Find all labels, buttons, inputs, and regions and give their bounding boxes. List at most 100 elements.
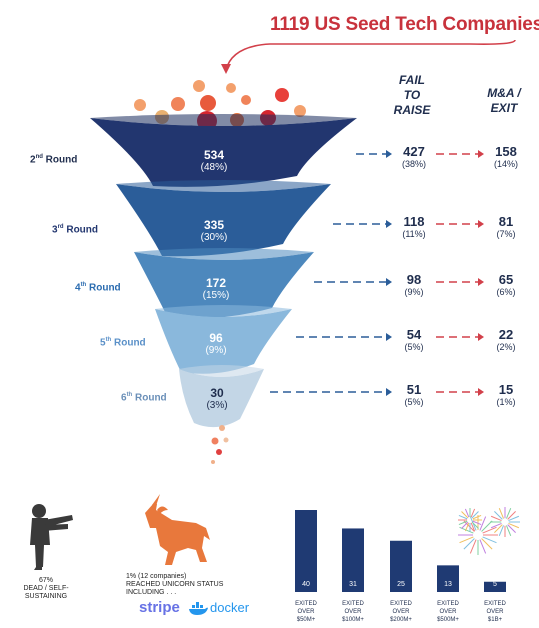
exit-bar-label: EXITED OVER $200M+ [383, 600, 419, 624]
exit-bar [342, 528, 364, 592]
firework-ray [464, 508, 470, 518]
exit-value: 81 (7%) [486, 214, 526, 239]
exit-header-line: EXIT [490, 101, 518, 115]
funnel-tier-rim [90, 114, 357, 126]
docker-wordmark: docker [210, 600, 250, 615]
funnel-tier [155, 309, 292, 374]
exit-bar-label-line: OVER [486, 609, 504, 615]
fail-count: 98 [406, 272, 422, 287]
funnel-count: 534 [203, 148, 225, 162]
firework-ray [458, 520, 468, 526]
unicorn-line: 1% (12 companies) [126, 573, 187, 580]
fail-count: 51 [406, 382, 422, 397]
fail-count: 54 [406, 327, 422, 342]
curved-arrow-icon [225, 39, 516, 71]
firework-ray [505, 525, 512, 537]
exit-value: 65 (6%) [486, 272, 526, 297]
exit-bar [295, 510, 317, 592]
round-word: Round [132, 392, 167, 404]
exit-bar-label: EXITED OVER $1B+ [477, 600, 513, 624]
funnel-percent: (30%) [200, 232, 228, 243]
exit-bar-label-line: $50M+ [296, 617, 316, 623]
round-ordinal: 5 [100, 337, 106, 349]
exit-bar-label-line: EXITED [390, 601, 412, 607]
curved-arrow-head [221, 64, 231, 74]
round-ordinal: 6 [121, 392, 127, 404]
exit-header-line: M&A / [487, 86, 521, 100]
fireworks-icon [458, 507, 520, 555]
firework-ray [471, 521, 479, 529]
dead-caption: 67% DEAD / SELF-SUSTAINING [8, 577, 84, 601]
firework-ray [458, 514, 468, 520]
flow-arrows [270, 150, 484, 396]
round-word: Round [111, 337, 146, 349]
exit-count: 15 [498, 382, 514, 397]
exit-bar-label-line: $1B+ [487, 617, 503, 623]
funnel-value: 30 (3%) [187, 386, 247, 411]
funnel-count: 172 [205, 276, 227, 290]
exit-value: 15 (1%) [486, 382, 526, 407]
firework-ray [479, 516, 487, 531]
funnel-value: 96 (9%) [186, 331, 246, 356]
unicorn-caption: 1% (12 companies) REACHED UNICORN STATUS… [126, 573, 236, 597]
funnel-tier [116, 184, 331, 257]
exit-bar [437, 565, 459, 592]
round-suffix: th [126, 392, 133, 398]
funnel-tier-rim [179, 365, 264, 377]
exit-bar-label-line: EXITED [295, 601, 317, 607]
fail-percent: (11%) [402, 229, 426, 239]
funnel-count: 96 [209, 331, 223, 345]
round-word: Round [42, 154, 78, 166]
fail-arrow-head [386, 333, 392, 341]
exit-value: 22 (2%) [486, 327, 526, 352]
firework-ray [470, 522, 476, 532]
exit-bar-label: EXITED OVER $50M+ [288, 600, 324, 624]
exit-bar-label: EXITED OVER $100M+ [335, 600, 371, 624]
firework-ray [470, 508, 476, 518]
exit-bar-label-line: OVER [344, 609, 362, 615]
exit-bar-label-line: EXITED [342, 601, 364, 607]
funnel-count: 335 [203, 218, 225, 232]
seed-trail [211, 425, 229, 464]
round-label: 3rd Round [52, 224, 98, 235]
firework-ray [507, 511, 516, 520]
firework-ray [461, 511, 469, 519]
exit-count: 158 [495, 144, 517, 159]
docker-whale-icon [189, 602, 208, 615]
fail-percent: (5%) [404, 397, 424, 407]
exit-count: 22 [498, 327, 514, 342]
firework-ray [463, 538, 475, 550]
fail-header-line: RAISE [393, 103, 431, 117]
exit-bars [295, 510, 506, 592]
exit-bar-label-line: OVER [392, 609, 410, 615]
fail-header-line: FAIL [399, 73, 425, 87]
fail-value: 98 (9%) [394, 272, 434, 297]
firework-ray [481, 520, 493, 532]
exit-percent: (7%) [496, 229, 516, 239]
exit-arrow-head [478, 278, 484, 286]
fail-arrow-head [386, 150, 392, 158]
round-ordinal: 4 [75, 282, 81, 294]
fail-value: 51 (5%) [394, 382, 434, 407]
funnel-tier [134, 252, 314, 319]
round-label: 2nd Round [30, 154, 77, 165]
exit-header: M&A / EXIT [478, 86, 530, 116]
round-word: Round [86, 282, 121, 294]
fail-value: 118 (11%) [394, 214, 434, 239]
exit-bar-label-line: $100M+ [342, 617, 364, 623]
exit-arrow-head [478, 150, 484, 158]
round-label: 4th Round [75, 282, 121, 293]
stripe-logo: stripe [139, 599, 180, 616]
fail-header-line: TO [403, 88, 421, 102]
exit-bar-value: 25 [397, 581, 405, 588]
zombie-icon [30, 504, 73, 570]
firework-ray [494, 524, 503, 533]
firework-ray [505, 507, 512, 519]
firework-ray [479, 539, 487, 554]
unicorn-icon [145, 494, 210, 565]
funnel-percent: (3%) [206, 400, 228, 411]
exit-bar-label: EXITED OVER $500M+ [430, 600, 466, 624]
funnel-tier-rim [155, 305, 292, 317]
